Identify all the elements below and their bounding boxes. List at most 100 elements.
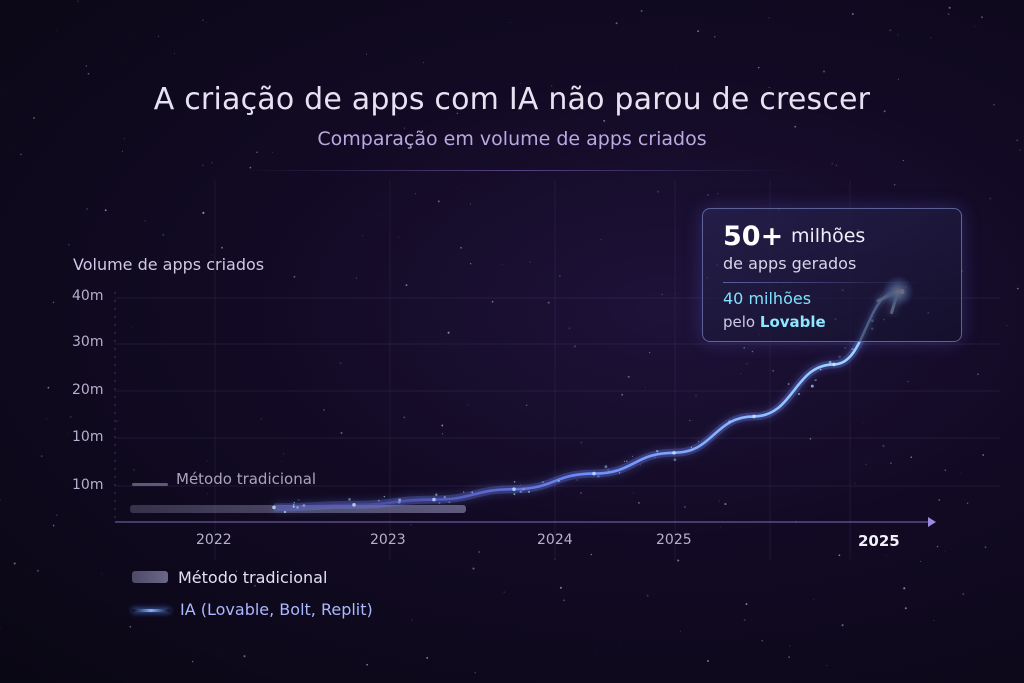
ai-sparkle [557,479,560,483]
star [719,526,721,528]
star [689,419,691,422]
star [324,197,326,199]
star [474,672,476,674]
chart-grid [115,180,1000,560]
star [129,625,132,628]
star [202,19,204,21]
star [413,428,415,430]
star [469,203,471,205]
star [948,6,951,9]
star [813,599,815,600]
star [757,66,760,69]
star [403,127,406,129]
star [437,200,440,203]
star [123,138,125,140]
star [724,503,727,506]
star [580,492,582,494]
star [207,493,209,495]
star [520,83,522,84]
star [563,599,566,602]
star [904,607,907,610]
star [101,573,103,575]
star [590,553,593,556]
star [283,453,284,455]
star [982,454,985,456]
star [509,22,511,23]
star [121,150,123,152]
ai-sparkle [639,464,641,466]
ai-sparkle [302,504,306,507]
star [81,73,83,75]
star [77,0,79,2]
ai-sparkle [844,346,847,349]
star [854,482,857,485]
star [90,281,92,282]
star [52,524,55,527]
star [20,153,22,155]
star [919,561,921,562]
y-tick-label: 10m [72,429,104,445]
star [897,34,899,36]
star [645,106,648,109]
star [713,35,716,38]
ai-data-point [752,414,756,419]
star [355,277,358,279]
ai-sparkle [728,420,731,423]
star [236,570,238,572]
star [632,492,634,494]
star [138,79,140,81]
star [339,362,342,364]
star [621,393,624,396]
ai-sparkle [819,368,822,371]
star [104,209,107,212]
star [216,653,217,654]
x-tick-label: 2024 [537,532,573,548]
star [472,567,475,570]
star [981,16,983,19]
callout-by-prefix: pelo [723,313,756,331]
star [835,164,837,166]
star [559,586,562,589]
ai-sparkle [656,450,659,453]
star [174,52,176,54]
star [470,263,472,265]
star [893,183,896,186]
y-tick-label: 10m [72,477,104,493]
star [47,386,50,389]
star [68,244,70,246]
star [202,211,205,214]
star [969,477,971,479]
star [821,116,823,118]
star [936,545,939,548]
star [206,460,208,462]
star [36,569,39,572]
star [0,89,2,91]
star [414,193,416,195]
star [202,164,204,166]
star [736,105,738,106]
star [529,261,531,263]
callout-brand: Lovable [759,313,826,331]
star [256,151,258,154]
y-tick-label: 40m [72,288,104,304]
star [40,455,43,458]
star [189,361,191,363]
ai-sparkle [513,493,516,495]
star [743,347,745,349]
star [157,35,160,37]
star [0,499,1,501]
star [568,327,571,330]
ai-sparkle [438,502,441,504]
star [506,83,507,84]
star [87,72,90,75]
star [906,381,908,383]
star [1006,325,1008,327]
ai-sparkle [810,384,814,388]
ai-sparkle [383,495,386,498]
star [365,53,367,55]
ai-sparkle [815,379,817,381]
ai-sparkle [828,360,832,364]
star [826,665,828,666]
star [249,112,251,114]
star [254,584,257,587]
